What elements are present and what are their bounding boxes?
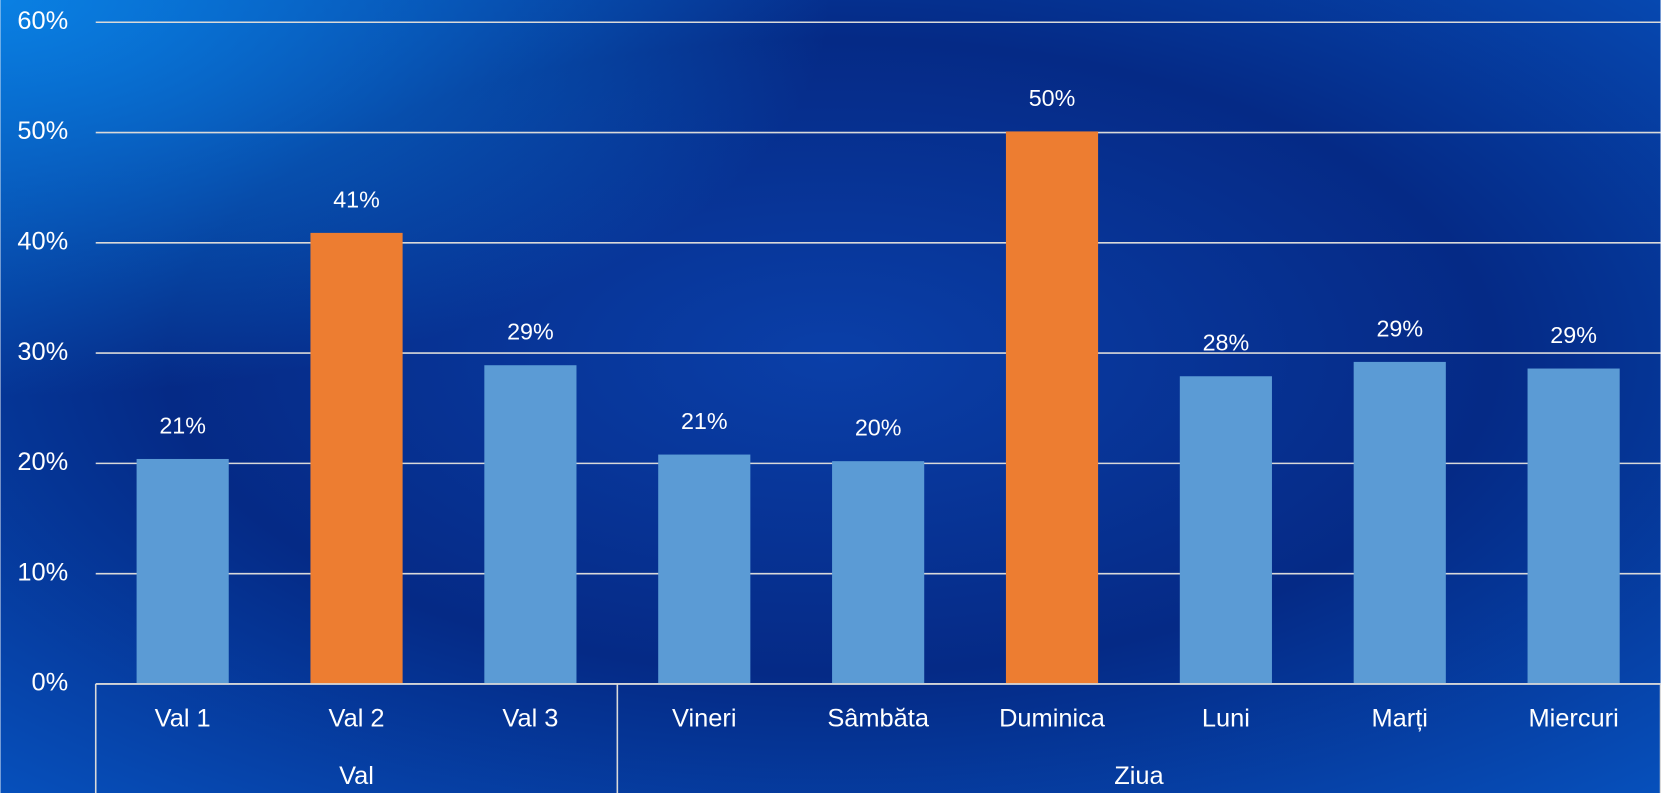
x-tick-label: Sâmbăta (827, 705, 930, 733)
value-label: 29% (1550, 322, 1597, 348)
y-tick-label: 30% (17, 338, 68, 366)
y-tick-label: 20% (17, 448, 68, 476)
bar (136, 458, 229, 684)
value-label: 29% (1376, 315, 1423, 341)
bar (832, 461, 925, 684)
value-label: 20% (855, 415, 902, 441)
y-tick-label: 10% (17, 558, 68, 586)
bar (484, 365, 577, 684)
group-label: Ziua (1114, 762, 1164, 790)
bar (1527, 368, 1620, 684)
value-label: 50% (1029, 85, 1076, 111)
bar (310, 232, 403, 684)
x-tick-label: Luni (1202, 705, 1250, 733)
x-tick-label: Miercuri (1528, 705, 1618, 733)
x-tick-label: Val 3 (502, 705, 558, 733)
value-label: 21% (159, 412, 206, 438)
value-label: 21% (681, 408, 728, 434)
y-tick-label: 60% (17, 7, 68, 35)
bar (1179, 376, 1272, 684)
x-tick-label: Val 2 (329, 705, 385, 733)
value-label: 41% (333, 186, 380, 212)
y-tick-label: 50% (17, 117, 68, 145)
value-label: 28% (1203, 330, 1250, 356)
bar (658, 454, 751, 684)
x-tick-label: Duminica (999, 705, 1106, 733)
y-tick-label: 0% (32, 669, 69, 697)
bar (1005, 131, 1099, 684)
value-label: 29% (507, 319, 554, 345)
group-label: Val (339, 762, 374, 790)
bar (1353, 361, 1446, 684)
x-tick-label: Marți (1372, 705, 1428, 733)
x-tick-label: Val 1 (155, 705, 211, 733)
x-tick-label: Vineri (672, 705, 736, 733)
y-tick-label: 40% (17, 228, 68, 256)
